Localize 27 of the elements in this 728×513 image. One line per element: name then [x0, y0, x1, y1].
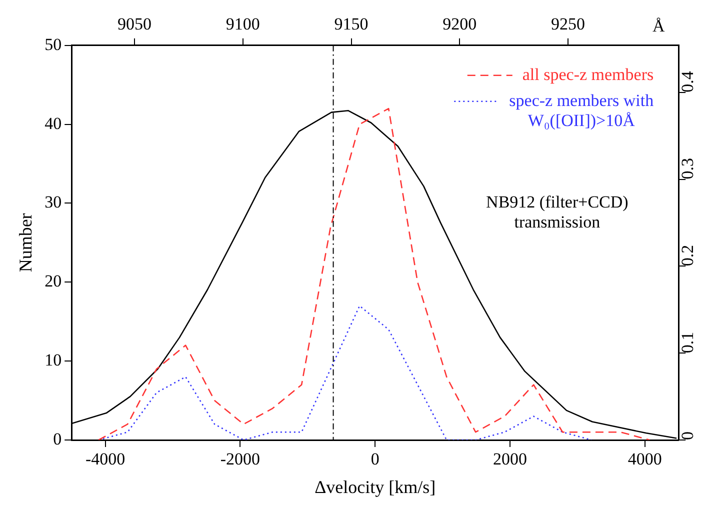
x2-axis-title: Å — [652, 16, 666, 36]
y-tick-label: 40 — [44, 114, 62, 133]
x2-tick-label: 9250 — [551, 14, 586, 34]
y2-tick-label: 0 — [678, 432, 698, 440]
x-tick-label: -2000 — [220, 450, 260, 469]
x-tick-label: -4000 — [85, 450, 126, 469]
y-tick-label: 10 — [44, 350, 62, 370]
y2-tick-label: 0.3 — [678, 158, 698, 180]
y-axis-title: Number — [16, 213, 36, 272]
legend-label: all spec-z members — [522, 64, 654, 84]
x2-tick-label: 9200 — [442, 14, 477, 34]
x2-tick-label: 9150 — [334, 14, 368, 34]
y2-tick-label: 0.1 — [678, 332, 698, 354]
y2-tick-label: 0.4 — [678, 70, 698, 92]
x-axis-title: Δvelocity [km/s] — [314, 476, 436, 497]
x2-tick-label: 9100 — [226, 14, 260, 34]
legend-label: spec-z members with W₀([OII])>10Å — [509, 90, 654, 130]
text: NB912 (filter+CCD) transmission — [486, 192, 628, 232]
x-tick-label: 4000 — [628, 450, 662, 469]
x2-tick-label: 9050 — [117, 14, 152, 34]
y-tick-label: 20 — [44, 272, 62, 291]
y-tick-label: 50 — [44, 34, 62, 54]
y-tick-label: 0 — [53, 429, 62, 448]
y2-tick-label: 0.2 — [678, 244, 698, 266]
x-tick-label: 2000 — [492, 450, 527, 469]
x-tick-label: 0 — [370, 450, 380, 469]
y-tick-label: 30 — [44, 192, 62, 212]
